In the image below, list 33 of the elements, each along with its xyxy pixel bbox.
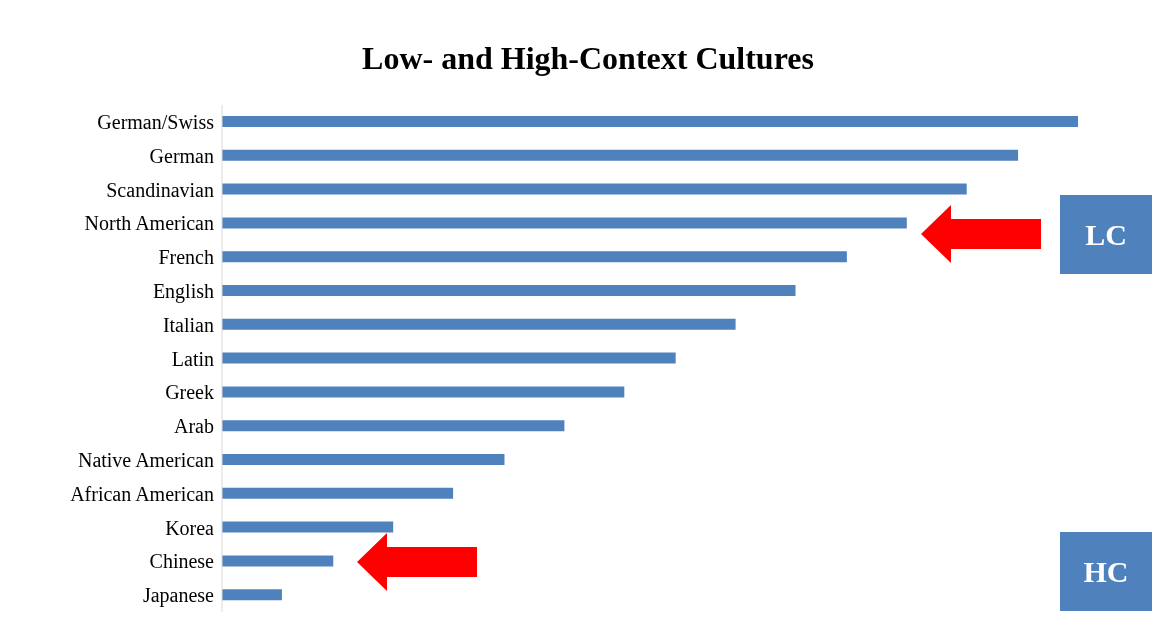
y-tick-label: German/Swiss bbox=[97, 111, 215, 133]
y-tick-label: Chinese bbox=[149, 550, 215, 573]
bar bbox=[222, 521, 394, 533]
y-tick-label: English bbox=[152, 280, 214, 303]
bar bbox=[222, 454, 505, 465]
bar bbox=[222, 217, 907, 229]
y-tick-label: Scandinavian bbox=[106, 178, 214, 201]
text: HC bbox=[1060, 532, 1152, 611]
y-tick-label: Latin bbox=[171, 347, 214, 370]
bar bbox=[222, 487, 454, 499]
bar bbox=[222, 251, 847, 263]
bar bbox=[222, 386, 625, 398]
bar bbox=[222, 149, 1019, 161]
bar bbox=[222, 183, 967, 195]
bar bbox=[222, 420, 565, 432]
y-tick-label: Native American bbox=[77, 449, 214, 471]
bar bbox=[222, 589, 282, 601]
y-tick-label: African American bbox=[70, 482, 214, 505]
bar bbox=[222, 318, 736, 330]
y-tick-label: Italian bbox=[162, 313, 214, 336]
bar bbox=[222, 555, 334, 567]
y-tick-label: Japanese bbox=[142, 584, 215, 608]
bar bbox=[222, 116, 1078, 127]
y-tick-label: North American bbox=[84, 212, 214, 235]
y-tick-label: Arab bbox=[174, 415, 214, 438]
y-tick-label: Korea bbox=[165, 516, 215, 539]
chart-title: Low- and High-Context Cultures bbox=[361, 40, 815, 77]
y-tick-label: German bbox=[149, 144, 214, 167]
bar bbox=[222, 285, 796, 296]
y-tick-label: French bbox=[158, 246, 214, 269]
bar bbox=[222, 352, 676, 364]
y-tick-label: Greek bbox=[165, 381, 214, 404]
text: LC bbox=[1060, 195, 1152, 274]
